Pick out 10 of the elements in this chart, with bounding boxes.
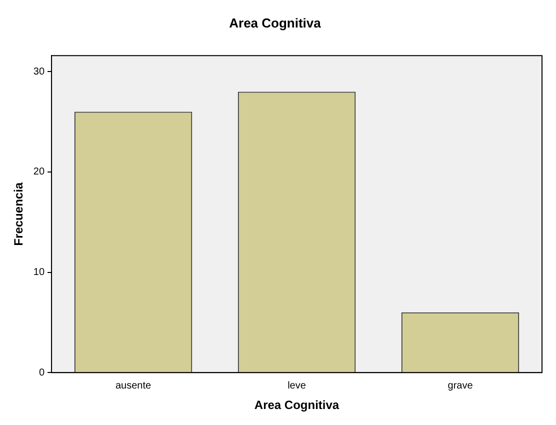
x-tick-label: leve [288, 380, 306, 392]
x-axis-title: Area Cognitiva [254, 398, 340, 412]
y-tick-label: 30 [33, 66, 45, 78]
x-tick-label: ausente [115, 380, 152, 392]
chart-title: Area Cognitiva [229, 15, 322, 30]
y-axis-title: Frecuencia [12, 182, 26, 246]
x-tick-label: grave [448, 380, 474, 392]
y-tick-label: 10 [33, 267, 45, 278]
y-tick-label: 20 [33, 166, 45, 178]
y-tick-label: 0 [38, 367, 45, 378]
